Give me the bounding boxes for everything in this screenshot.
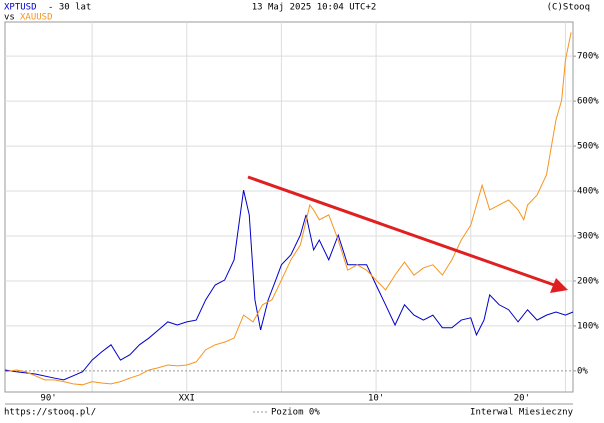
trend-arrow-head [550,278,568,293]
source-url: https://stooq.pl/ [4,408,96,418]
date: 13 Maj 2025 10:04 UTC+2 [252,3,377,13]
y-tick-label: 300% [577,231,599,241]
y-tick-label: 600% [577,97,599,107]
x-tick-label: 90' [40,394,56,404]
plot-frame [4,21,574,393]
y-tick-label: 100% [577,321,599,331]
y-tick-label: 400% [577,187,599,197]
x-tick-label: 10' [368,394,384,404]
x-tick-label: 20' [514,394,530,404]
period: - 30 lat [48,3,91,13]
series-0-label: XPTUSD [4,3,37,13]
trend-arrow [247,175,558,288]
interval: Interwal Miesieczny [470,408,574,418]
y-tick-label: 200% [577,276,599,286]
series-line [4,32,572,386]
x-tick-label: XXI [179,394,195,404]
y-tick-label: 500% [577,142,599,152]
copyright: (C)Stooq [547,3,590,13]
zero-line-label: Poziom 0% [271,408,320,418]
y-tick-label: 0% [577,366,588,376]
vs-label: vs [4,13,15,23]
series-line [4,190,574,381]
series-1-label: XAUUSD [20,13,53,23]
lines [4,32,574,386]
y-tick-label: 700% [577,52,599,62]
